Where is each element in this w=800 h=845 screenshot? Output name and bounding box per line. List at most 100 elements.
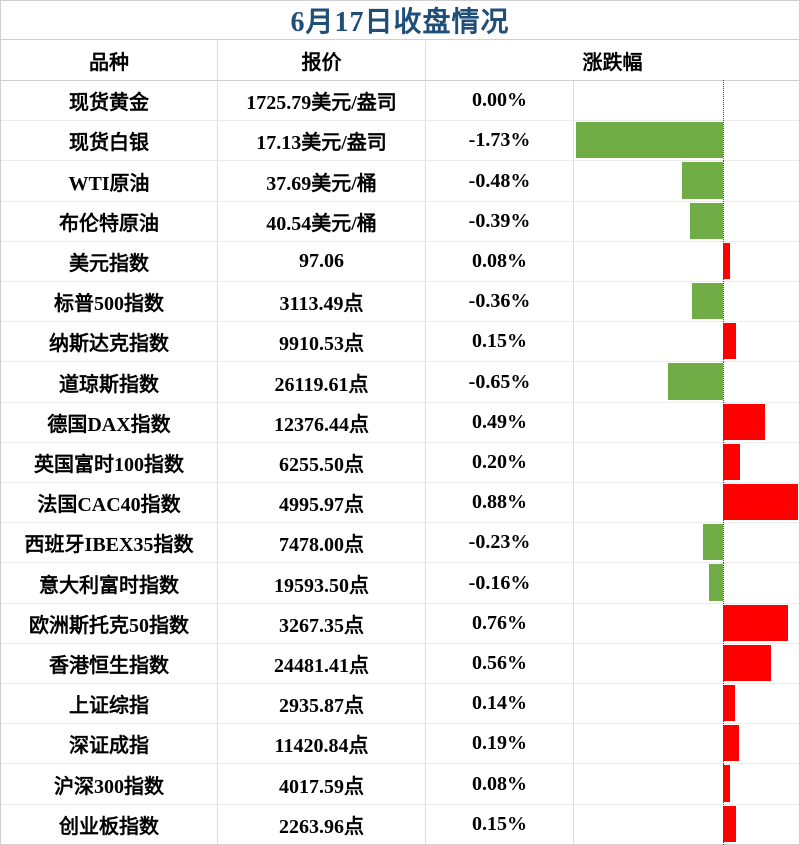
quote-value: 37.69美元/桶 <box>218 161 426 201</box>
change-percent: 0.00% <box>426 81 574 121</box>
change-bar-cell <box>574 441 799 484</box>
change-percent: 0.88% <box>426 483 574 523</box>
zero-axis-line <box>723 321 724 363</box>
change-percent: 0.15% <box>426 804 574 844</box>
change-bar-cell <box>574 80 799 122</box>
change-percent: -0.48% <box>426 161 574 201</box>
column-header-change: 涨跌幅 <box>582 51 643 74</box>
table-row: 现货白银 17.13美元/盎司 -1.73% <box>1 120 799 162</box>
negative-change-bar <box>667 363 724 400</box>
zero-axis-line <box>723 240 724 283</box>
table-row: 布伦特原油 40.54美元/桶 -0.39% <box>1 200 799 242</box>
change-bar-cell <box>574 642 799 685</box>
zero-axis-line <box>723 401 724 443</box>
zero-axis-line <box>723 160 724 202</box>
quote-value: 4995.97点 <box>218 483 426 523</box>
table-row: 意大利富时指数 19593.50点 -0.16% <box>1 562 799 604</box>
positive-change-bar <box>723 484 798 521</box>
quote-value: 4017.59点 <box>218 764 426 804</box>
zero-axis-line <box>723 200 724 242</box>
quote-value: 17.13美元/盎司 <box>218 121 426 161</box>
instrument-name: 意大利富时指数 <box>1 563 218 603</box>
change-bar-cell <box>574 522 799 564</box>
zero-axis-line <box>723 522 724 564</box>
positive-change-bar <box>723 604 788 641</box>
change-bar-cell <box>574 120 799 162</box>
table-row: 沪深300指数 4017.59点 0.08% <box>1 763 799 805</box>
table-row: 香港恒生指数 24481.41点 0.56% <box>1 642 799 685</box>
instrument-name: 香港恒生指数 <box>1 643 218 684</box>
quote-value: 11420.84点 <box>218 724 426 764</box>
table-row: 德国DAX指数 12376.44点 0.49% <box>1 401 799 443</box>
zero-axis-line <box>723 723 724 765</box>
table-row: 英国富时100指数 6255.50点 0.20% <box>1 441 799 484</box>
negative-change-bar <box>692 283 723 320</box>
table-row: 欧洲斯托克50指数 3267.35点 0.76% <box>1 602 799 644</box>
instrument-name: 上证综指 <box>1 684 218 724</box>
zero-axis-line <box>723 361 724 403</box>
table-row: 纳斯达克指数 9910.53点 0.15% <box>1 321 799 363</box>
change-bar-cell <box>574 683 799 725</box>
instrument-name: 深证成指 <box>1 724 218 764</box>
table-row: 法国CAC40指数 4995.97点 0.88% <box>1 482 799 524</box>
change-percent: -0.65% <box>426 362 574 402</box>
change-percent: -1.73% <box>426 121 574 161</box>
instrument-name: 现货黄金 <box>1 81 218 121</box>
negative-change-bar <box>703 524 723 561</box>
change-bar-cell <box>574 401 799 443</box>
change-bar-cell <box>574 321 799 363</box>
table-row: 道琼斯指数 26119.61点 -0.65% <box>1 361 799 403</box>
quote-value: 9910.53点 <box>218 322 426 362</box>
quote-value: 24481.41点 <box>218 643 426 684</box>
zero-axis-line <box>723 441 724 484</box>
instrument-name: 纳斯达克指数 <box>1 322 218 362</box>
change-bar-cell <box>574 361 799 403</box>
zero-axis-line <box>723 120 724 162</box>
quote-value: 12376.44点 <box>218 402 426 442</box>
change-percent: 0.08% <box>426 241 574 282</box>
table-row: 创业板指数 2263.96点 0.15% <box>1 803 799 845</box>
table-row: 西班牙IBEX35指数 7478.00点 -0.23% <box>1 522 799 564</box>
column-header-quote: 报价 <box>218 40 426 80</box>
change-bar-cell <box>574 482 799 524</box>
instrument-name: 布伦特原油 <box>1 201 218 241</box>
change-bar-cell <box>574 562 799 604</box>
quote-value: 2935.87点 <box>218 684 426 724</box>
instrument-name: 现货白银 <box>1 121 218 161</box>
quote-value: 19593.50点 <box>218 563 426 603</box>
instrument-name: 德国DAX指数 <box>1 402 218 442</box>
change-percent: -0.16% <box>426 563 574 603</box>
instrument-name: 道琼斯指数 <box>1 362 218 402</box>
positive-change-bar <box>723 323 736 360</box>
table-body: 现货黄金 1725.79美元/盎司 0.00% 现货白银 17.13美元/盎司 -1.73… <box>1 80 799 845</box>
quote-value: 40.54美元/桶 <box>218 201 426 241</box>
change-bar-cell <box>574 281 799 323</box>
quote-value: 3113.49点 <box>218 282 426 322</box>
change-percent: 0.14% <box>426 684 574 724</box>
quote-value: 3267.35点 <box>218 603 426 643</box>
zero-axis-line <box>723 482 724 524</box>
zero-axis-line <box>723 683 724 725</box>
quote-value: 1725.79美元/盎司 <box>218 81 426 121</box>
instrument-name: 英国富时100指数 <box>1 442 218 483</box>
instrument-name: 欧洲斯托克50指数 <box>1 603 218 643</box>
quote-value: 97.06 <box>218 241 426 282</box>
positive-change-bar <box>723 403 765 440</box>
table-row: 美元指数 97.06 0.08% <box>1 240 799 283</box>
negative-change-bar <box>575 122 723 159</box>
positive-change-bar <box>723 443 740 481</box>
zero-axis-line <box>723 602 724 644</box>
negative-change-bar <box>709 564 723 601</box>
positive-change-bar <box>723 685 735 722</box>
change-bar-cell <box>574 803 799 845</box>
change-percent: -0.36% <box>426 282 574 322</box>
zero-axis-line <box>723 763 724 805</box>
negative-change-bar <box>689 202 723 239</box>
zero-axis-line <box>723 562 724 604</box>
change-percent: 0.56% <box>426 643 574 684</box>
instrument-name: 沪深300指数 <box>1 764 218 804</box>
change-percent: -0.39% <box>426 201 574 241</box>
instrument-name: 标普500指数 <box>1 282 218 322</box>
instrument-name: WTI原油 <box>1 161 218 201</box>
